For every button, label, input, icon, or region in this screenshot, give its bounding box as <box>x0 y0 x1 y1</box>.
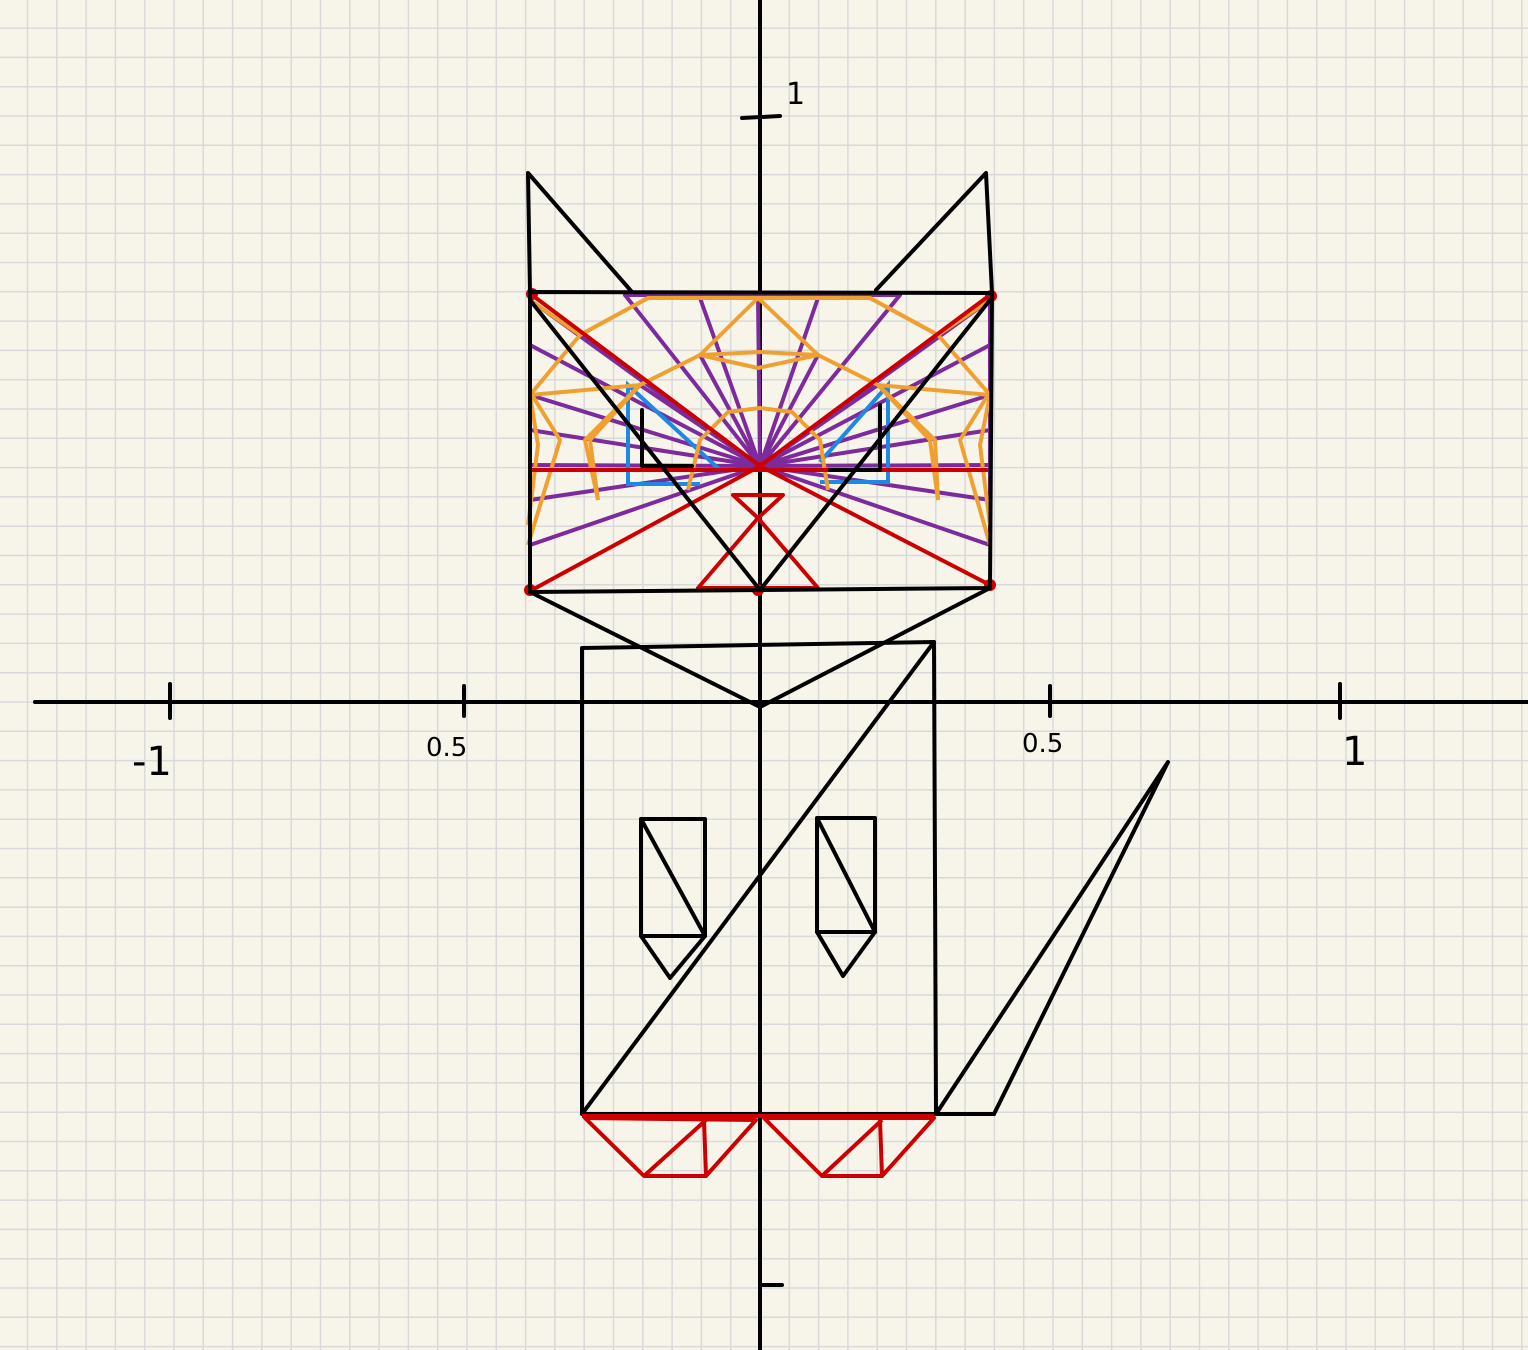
purple-ray <box>758 463 992 468</box>
blue-right-box <box>818 379 890 484</box>
purple-ray <box>528 343 762 468</box>
orange-middle-arc <box>588 350 940 501</box>
right-leg-box <box>815 816 877 934</box>
x-label-neg1: -1 <box>132 739 172 785</box>
left-foot-div1 <box>642 1118 708 1178</box>
left-foot-div2 <box>702 1119 708 1177</box>
left-leg-diag <box>639 817 707 938</box>
left-paw <box>639 934 707 980</box>
red-right-diag-down <box>759 464 991 587</box>
blue-eye-boxes <box>626 379 890 486</box>
purple-ray <box>623 293 762 468</box>
orange-left-cheek <box>526 393 562 546</box>
right-paw <box>815 930 877 978</box>
x-label-neg05: 0.5 <box>426 733 467 763</box>
y-tick-1 <box>740 114 782 120</box>
right-leg-diag <box>815 816 877 934</box>
orange-inner-arc <box>686 406 830 491</box>
cat-outline <box>526 171 1170 1116</box>
right-ear <box>874 171 994 295</box>
left-leg-box <box>639 817 707 938</box>
x-label-05: 0.5 <box>1022 729 1063 759</box>
axes <box>33 0 1528 1350</box>
red-left-diag-up <box>530 293 762 468</box>
purple-ray <box>758 293 902 468</box>
neck-left <box>528 590 762 709</box>
orange-left-corner <box>528 296 649 337</box>
right-foot-div1 <box>820 1118 884 1178</box>
x-label-1: 1 <box>1342 729 1367 775</box>
head-x-right <box>758 298 992 592</box>
purple-ray <box>758 393 992 468</box>
orange-center-dip <box>699 353 819 370</box>
right-eye <box>828 403 882 472</box>
y-label-1: 1 <box>786 77 805 112</box>
red-left-diag-down <box>531 464 761 592</box>
red-right-diag-up <box>758 293 992 468</box>
left-eye <box>640 408 694 468</box>
purple-ray <box>528 464 762 547</box>
purple-ray <box>756 296 762 468</box>
tail <box>934 760 1170 1116</box>
purple-ray <box>528 393 762 468</box>
blue-left-box <box>626 380 722 486</box>
red-nose-top <box>731 493 785 520</box>
purple-ray <box>758 343 992 468</box>
right-foot-div2 <box>878 1119 884 1177</box>
body-diagonal <box>580 640 936 1116</box>
orange-right-cheek <box>958 393 992 546</box>
neck-right <box>758 586 992 709</box>
purple-ray <box>758 464 992 547</box>
orange-center-left <box>698 296 820 357</box>
red-feet <box>582 1114 936 1178</box>
axis-labels: -1 0.5 0.5 1 1 <box>132 77 1367 785</box>
head-x-left <box>528 298 762 592</box>
purple-ray <box>698 296 762 468</box>
purple-ray <box>758 296 820 468</box>
dot-center <box>756 462 764 470</box>
left-ear <box>526 171 634 294</box>
